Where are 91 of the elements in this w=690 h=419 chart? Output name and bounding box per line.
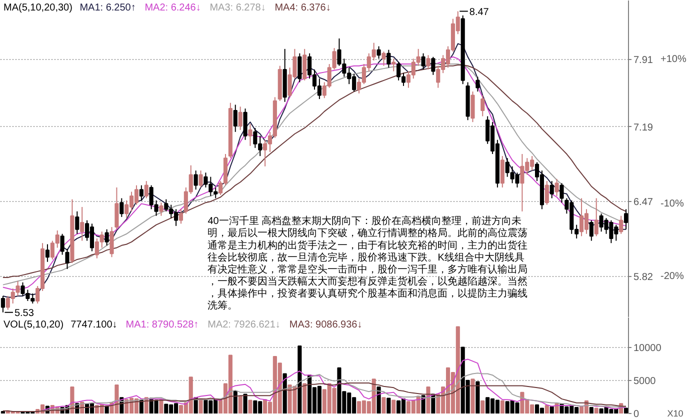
bar [238, 396, 242, 414]
candlestick [238, 106, 242, 130]
y2-tick-label: -20% [660, 270, 684, 282]
candlestick [554, 178, 559, 197]
annotation: 8.47 [469, 6, 490, 18]
candlestick [60, 233, 64, 256]
candlestick [248, 124, 252, 146]
bar [233, 390, 238, 414]
candlestick [114, 186, 119, 230]
bar [243, 394, 248, 414]
candlestick [198, 170, 203, 188]
candlestick [104, 228, 109, 246]
y-tick-label: 5.82 [634, 272, 654, 283]
text: MA4: 6.376↓ [274, 2, 331, 14]
candlestick [110, 226, 114, 258]
candlestick [144, 180, 148, 199]
bar [382, 397, 386, 414]
bar [139, 400, 144, 414]
candlestick [431, 56, 436, 76]
text: MA1: 6.250↑ [80, 2, 136, 14]
text: MA3: 6.278↓ [210, 2, 266, 14]
bar [198, 398, 203, 414]
annotation: 5.53 [14, 308, 34, 319]
bar [470, 378, 475, 414]
y-tick-label: 0 [634, 409, 640, 419]
bar [392, 400, 396, 414]
candlestick [243, 108, 248, 140]
line-series [42, 358, 627, 411]
candlestick [65, 248, 70, 270]
candlestick [45, 244, 50, 262]
bar [302, 383, 307, 414]
candlestick [302, 48, 307, 81]
candlestick [75, 210, 80, 234]
candlestick [386, 49, 391, 68]
bar [500, 400, 504, 414]
candlestick [500, 156, 504, 188]
text: MA3: 9086.936↓ [289, 320, 362, 330]
bar [298, 345, 302, 414]
candlestick [139, 184, 144, 201]
chart-title: MA(5,10,20,30) [4, 2, 72, 14]
bar [386, 398, 391, 414]
candlestick [476, 76, 480, 92]
text: 7747.100↓ [70, 320, 118, 330]
bar [248, 400, 252, 414]
candlestick [178, 208, 184, 224]
bar [544, 405, 549, 414]
candlestick [376, 46, 381, 60]
chart-title: VOL(5,10,20) [4, 320, 64, 330]
bar [282, 373, 287, 414]
bar [376, 386, 381, 414]
y2-tick-label: -10% [660, 198, 684, 210]
y-tick-label: 5000 [634, 376, 656, 387]
candlestick [120, 198, 124, 218]
text: MA2: 6.246↓ [144, 2, 201, 14]
y-tick-label: 7.91 [634, 55, 654, 66]
text: MA1: 8790.528↑ [126, 320, 199, 330]
bar [594, 408, 598, 414]
candlestick [619, 215, 624, 234]
bar [550, 406, 554, 414]
candlestick [594, 198, 598, 237]
bar [426, 386, 430, 414]
y-tick-label: 7.19 [634, 122, 654, 134]
candlestick [560, 182, 564, 204]
bar [476, 381, 480, 414]
candlestick [470, 91, 475, 123]
candlestick [194, 170, 198, 190]
annotation: 40一泻千里 高档盘整末期大阴向下：股价在高档横向整理，前进方向未明，最后以一根大阴线向下突破，确立行情调整的格局。此前的高位震荡通常是主力机构的出货手法之一，由于有比较充裕的时间，主力的出货往往会比较彻底，故一旦清仓完毕，股价将迅速下跌。K线组合中大阴线具有决定性意义，常常是空头一击而中，股价一泻千里，多方唯有认输出局，一般不要因当天跌幅太大而妄想有反弹走货机会，以免越陷越深。当然，具体操作中，投资者要认真研究个股基本面和消息面，以提防主力骗线洗筹。 [208, 215, 528, 312]
bar [589, 407, 594, 414]
bar [624, 408, 628, 414]
candlestick [589, 220, 594, 242]
candlestick [159, 202, 164, 216]
text: MA2: 7926.621↓ [208, 320, 280, 330]
bar [104, 406, 109, 414]
candlestick [550, 180, 554, 199]
candlestick [480, 94, 485, 117]
y-tick-label: 6.47 [634, 196, 654, 208]
candlestick [421, 52, 426, 70]
candlestick [426, 54, 430, 70]
bar [159, 399, 164, 414]
candlestick [80, 206, 84, 242]
candlestick [233, 104, 238, 132]
candlestick [392, 58, 396, 72]
y2-tick-label: +10% [660, 54, 686, 66]
candlestick [624, 208, 628, 230]
candlestick [382, 51, 386, 66]
candlestick [544, 180, 549, 206]
y-tick-label: 10000 [634, 342, 662, 354]
y-axis-title: X10 [667, 408, 684, 418]
bar [480, 400, 485, 414]
candlestick [298, 52, 302, 83]
line-series [2, 382, 627, 412]
